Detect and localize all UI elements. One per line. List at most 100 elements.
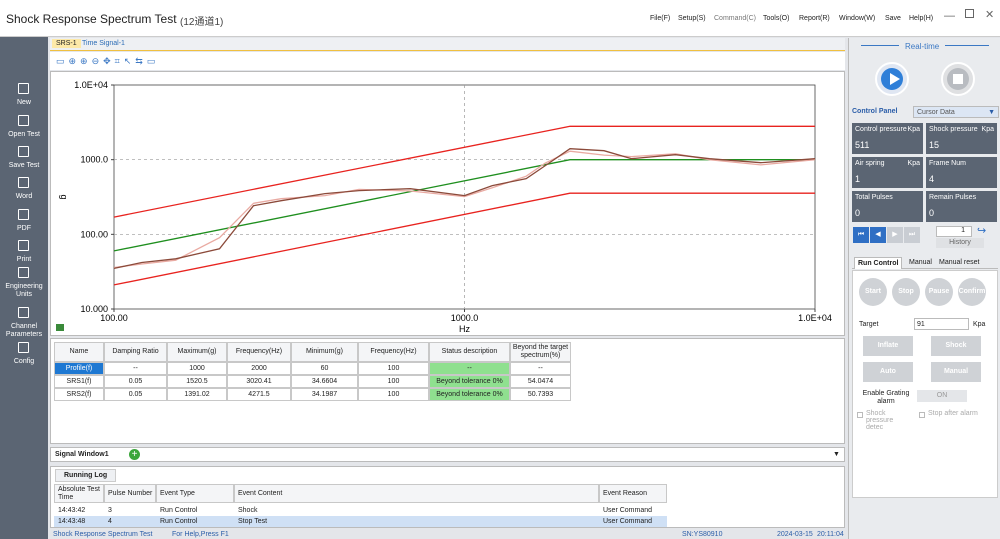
cursor-select[interactable]: Cursor Data ▼ [913,106,999,118]
table-cell: 1391.02 [167,388,227,401]
checkbox[interactable] [857,412,863,418]
signal-window-label: Signal Window1 [55,451,109,458]
readout-label: Shock pressure [929,126,978,133]
checkbox-label: Stop after alarm [928,410,978,417]
action-button[interactable]: Shock [931,336,981,356]
menu-item[interactable]: Setup(S) [678,15,706,22]
round-button[interactable]: Confirm [958,278,986,306]
menu-item[interactable]: Window(W) [839,15,876,22]
title-bar: Shock Response Spectrum Test (12通道1) Fil… [0,0,1000,37]
readout-value: 1 [855,174,861,184]
panel-tab[interactable]: Run Control [854,257,903,269]
history-button[interactable]: History [936,238,984,248]
action-button[interactable]: Inflate [863,336,913,356]
maximize-button[interactable] [965,9,974,18]
log-header: Pulse Number [104,484,156,503]
action-button[interactable]: Manual [931,362,981,382]
log-cell: 3 [104,505,156,516]
sidebar-icon[interactable] [18,342,29,353]
table-cell: 1000 [167,362,227,375]
sidebar-label[interactable]: PDF [17,225,31,232]
next-button[interactable]: ▶ [887,227,903,243]
sidebar-label[interactable]: Open Test [8,131,40,138]
table-cell: 0.05 [104,375,167,388]
readout-label: Total Pulses [855,194,893,201]
dropdown-arrow[interactable]: ▼ [833,451,840,458]
y-tick-label: 1.0E+04 [74,80,108,90]
nav-buttons: ⏮ ◀ ▶ ⏭ [853,227,921,243]
log-header: Event Reason [599,484,667,503]
sidebar-icon[interactable] [18,240,29,251]
sidebar-label[interactable]: Channel Parameters [5,323,43,338]
log-cell: 14:43:48 [54,516,104,527]
sidebar-label[interactable]: Word [15,193,33,200]
table-header: Frequency(Hz) [227,342,291,362]
round-button[interactable]: Pause [925,278,953,306]
table-header: Frequency(Hz) [358,342,429,362]
readout-label: Air spring [855,160,885,167]
checkbox[interactable] [919,412,925,418]
menu-item[interactable]: Save [885,15,901,22]
run-control-box [852,270,998,498]
replay-icon[interactable]: ↪ [977,225,987,237]
log-tab[interactable]: Running Log [55,469,117,482]
tab[interactable]: SRS-1 [52,39,81,48]
step-input[interactable]: 1 [936,226,972,237]
sidebar-icon[interactable] [18,307,29,318]
round-button[interactable]: Start [859,278,887,306]
status-text: 2024-03-15 [777,531,813,538]
readout-value: 511 [855,140,870,150]
sidebar-icon[interactable] [18,177,29,188]
panel-tab[interactable]: Manual [909,259,932,266]
sidebar-icon[interactable] [18,209,29,220]
readout-value: 4 [929,174,935,184]
menu-item[interactable]: Report(R) [799,15,830,22]
table-header: Damping Ratio [104,342,167,362]
menu-item[interactable]: File(F) [650,15,671,22]
sidebar-label[interactable]: New [16,99,31,106]
stop-button[interactable] [941,62,975,96]
round-button[interactable]: Stop [892,278,920,306]
select-text: Cursor Data [917,109,955,116]
readout-unit: Kpa [981,126,994,133]
close-button[interactable]: ✕ [985,9,995,21]
first-button[interactable]: ⏮ [853,227,869,243]
play-button[interactable] [875,62,909,96]
last-button[interactable]: ⏭ [904,227,920,243]
table-cell: 100 [358,388,429,401]
toolbar-icons[interactable]: ▭⊕⊕⊖✥⌗↖⇆▭ [56,56,160,66]
add-button[interactable]: + [129,449,140,460]
sidebar-label[interactable]: Config [13,358,35,365]
sidebar-icon[interactable] [18,146,29,157]
table-header: Name [54,342,104,362]
panel-tab[interactable]: Manual reset [939,259,980,266]
sidebar-icon[interactable] [18,83,29,94]
readout-tile: Total Pulses 0 [852,191,923,222]
sidebar-label[interactable]: Engineering Units [5,283,43,298]
chart-corner-icon [56,324,64,331]
sidebar-icon[interactable] [18,115,29,126]
sidebar-icon[interactable] [18,267,29,278]
prev-button[interactable]: ◀ [870,227,886,243]
table-header: Beyond the target spectrum(%) [510,342,571,362]
table-cell: 0.05 [104,388,167,401]
running-log-panel: Running Log Absolute Test Time Pulse Numb… [50,466,845,528]
panel-title: Real-time [899,42,946,51]
action-button[interactable]: Auto [863,362,913,382]
target-input[interactable]: 91 [914,318,969,330]
alarm-toggle[interactable]: ON [917,390,967,402]
menu-item[interactable]: Tools(O) [763,15,790,22]
control-panel-label: Control Panel [852,108,898,115]
status-text: SN:YS80910 [682,531,723,538]
checkbox-label: Shock pressure detec [866,410,894,431]
minimize-button[interactable]: — [944,10,955,22]
sidebar-label[interactable]: Save Test [8,162,40,169]
log-cell: Run Control [156,516,234,527]
readout-unit: Kpa [907,126,920,133]
menu-item[interactable]: Help(H) [909,15,934,22]
menu-item[interactable]: Command(C) [714,15,757,22]
tab[interactable]: Time Signal-1 [82,40,125,47]
signal-window-bar: Signal Window1 + ▼ [50,447,845,462]
sidebar-label[interactable]: Print [16,256,32,263]
series-line [113,159,815,252]
